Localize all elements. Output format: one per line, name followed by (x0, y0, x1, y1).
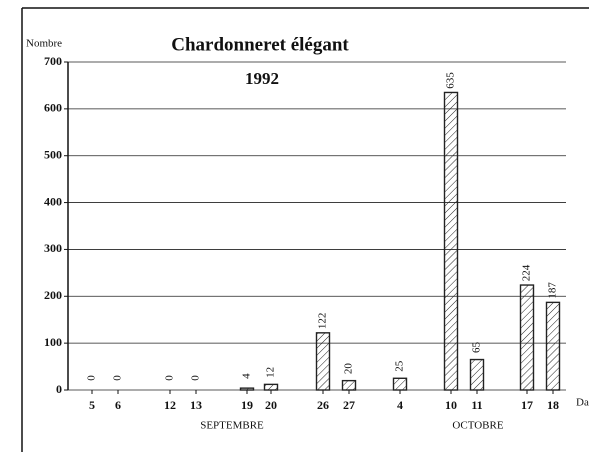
y-tick-label: 400 (44, 194, 62, 208)
value-label: 187 (547, 282, 559, 299)
y-axis-label: Nombre (26, 38, 62, 50)
value-label: 224 (521, 264, 533, 281)
y-tick-label: 500 (44, 147, 62, 161)
value-label: 12 (265, 367, 277, 378)
bar (519, 284, 535, 391)
bar (443, 91, 459, 391)
x-tick-label: 10 (445, 398, 457, 412)
value-label: 0 (190, 375, 202, 381)
chart-title: Chardonneret élégant (171, 34, 349, 55)
bar (315, 332, 331, 391)
value-label: 25 (394, 360, 406, 372)
month-label: SEPTEMBRE (200, 420, 264, 432)
x-tick-label: 6 (115, 398, 121, 412)
x-tick-label: 13 (190, 398, 202, 412)
x-tick-label: 11 (471, 398, 482, 412)
bar (263, 383, 279, 391)
bar (239, 387, 255, 391)
x-tick-label: 20 (265, 398, 277, 412)
value-label: 0 (164, 375, 176, 381)
x-tick-label: 5 (89, 398, 95, 412)
bar (392, 377, 408, 391)
x-tick-label: 17 (521, 398, 533, 412)
x-tick-label: 18 (547, 398, 559, 412)
x-tick-label: 12 (164, 398, 176, 412)
value-label: 20 (343, 363, 355, 375)
value-label: 0 (86, 375, 98, 381)
x-tick-label: 26 (317, 398, 329, 412)
value-label: 4 (241, 373, 253, 379)
chart-subtitle: 1992 (245, 69, 279, 88)
y-tick-label: 700 (44, 54, 62, 68)
bar (341, 379, 357, 391)
value-label: 0 (112, 375, 124, 381)
bar (469, 358, 485, 391)
x-tick-label: 4 (397, 398, 403, 412)
x-tick-label: 19 (241, 398, 253, 412)
y-tick-label: 600 (44, 101, 62, 115)
x-tick-label: 27 (343, 398, 355, 412)
y-tick-label: 200 (44, 288, 62, 302)
y-tick-label: 300 (44, 241, 62, 255)
x-axis-label: Da (576, 397, 589, 409)
bar (545, 301, 561, 391)
y-tick-label: 100 (44, 335, 62, 349)
month-label: OCTOBRE (452, 420, 503, 432)
value-label: 635 (445, 72, 457, 89)
value-label: 122 (317, 313, 329, 330)
value-label: 65 (471, 342, 483, 354)
y-tick-label: 0 (56, 382, 62, 396)
